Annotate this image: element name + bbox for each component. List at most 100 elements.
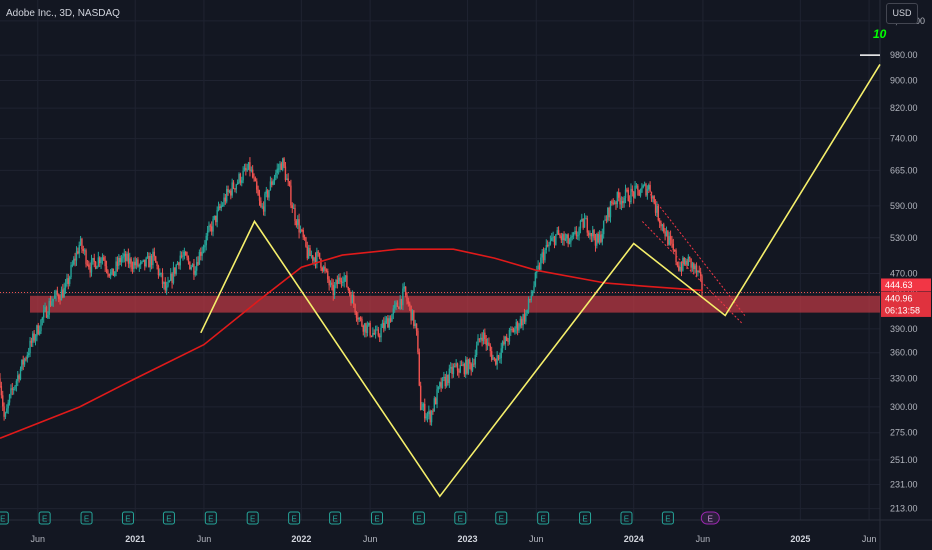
candle-body <box>176 262 179 265</box>
candle-body <box>672 243 675 251</box>
candle-body <box>339 277 341 281</box>
candle-body <box>403 286 405 289</box>
candle-body <box>44 307 46 311</box>
candle-body <box>312 255 314 261</box>
candle-body <box>583 218 586 228</box>
candle-body <box>286 178 288 180</box>
candle-body <box>36 325 38 337</box>
candle-body <box>633 191 635 198</box>
candle-body <box>626 189 628 191</box>
earnings-marker-box <box>38 511 51 525</box>
candle-body <box>601 234 603 242</box>
candle-body <box>149 255 151 268</box>
candle-body <box>344 275 347 278</box>
candle-body <box>182 255 184 257</box>
candle-body <box>608 207 610 218</box>
last-price-label-bg <box>881 278 931 292</box>
candle-body <box>652 196 654 199</box>
candle-body <box>124 253 127 262</box>
candle-body <box>310 255 313 257</box>
candle-body <box>291 205 293 208</box>
candle-body <box>678 265 680 271</box>
candle-body <box>41 317 44 320</box>
candle-body <box>220 205 222 209</box>
candle-body <box>273 177 276 182</box>
candle-body <box>107 270 109 274</box>
candle-body <box>327 270 329 280</box>
candle-body <box>309 248 311 256</box>
candle-body <box>593 230 595 239</box>
candle-body <box>15 380 18 386</box>
candle-body <box>514 328 516 333</box>
candle-body <box>381 322 384 328</box>
candle-body <box>499 357 501 359</box>
candle-body <box>118 257 120 266</box>
candle-body <box>443 376 445 378</box>
candle-body <box>699 271 702 277</box>
candle-body <box>653 196 655 204</box>
candle-body <box>242 170 244 181</box>
moving-average-line <box>0 248 703 439</box>
candle-body <box>546 245 549 247</box>
candle-body <box>549 240 552 245</box>
price-axis[interactable]: 1,100.00980.00900.00820.00740.00665.0059… <box>890 16 925 514</box>
earnings-marker-box <box>620 511 633 525</box>
candle-body <box>43 310 45 318</box>
candle-body <box>191 263 194 267</box>
candle-body <box>641 187 643 193</box>
candle-body <box>676 262 679 266</box>
currency-button[interactable]: USD <box>886 3 918 24</box>
candle-body <box>134 261 136 266</box>
candle-body <box>294 207 296 221</box>
candle-body <box>165 286 168 291</box>
candle-body <box>552 236 554 238</box>
candle-body <box>389 318 392 322</box>
candle-body <box>93 258 95 262</box>
y-tick-label: 275.00 <box>890 428 918 438</box>
x-tick-label: 2024 <box>624 534 644 544</box>
candle-body <box>193 263 195 275</box>
candle-body <box>613 202 616 204</box>
candle-body <box>104 260 106 267</box>
candle-body <box>486 342 489 346</box>
candle-body <box>433 398 436 412</box>
candle-body <box>421 407 423 410</box>
candle-body <box>503 341 505 345</box>
candle-body <box>77 251 79 254</box>
candle-body <box>108 273 110 277</box>
candle-body <box>307 248 310 259</box>
candle-body <box>261 206 263 208</box>
candle-body <box>365 323 367 334</box>
candle-body <box>587 232 590 236</box>
candle-body <box>553 236 556 245</box>
candle-body <box>7 402 9 409</box>
x-tick-label: 2025 <box>790 534 810 544</box>
y-tick-label: 251.00 <box>890 455 918 465</box>
candle-body <box>262 206 265 212</box>
candle-body <box>452 366 455 374</box>
candle-body <box>154 256 157 263</box>
candle-body <box>404 286 407 296</box>
candle-body <box>537 265 539 270</box>
y-tick-label: 980.00 <box>890 50 918 60</box>
candle-body <box>11 388 13 390</box>
candle-body <box>271 181 273 185</box>
candle-body <box>682 257 684 271</box>
candle-body <box>86 264 89 266</box>
candle-body <box>691 263 694 268</box>
candle-body <box>680 266 683 271</box>
candle-body <box>152 251 154 266</box>
candle-body <box>605 219 608 221</box>
candle-body <box>383 322 385 329</box>
earnings-marker-label: E <box>250 515 255 524</box>
x-tick-label: 2022 <box>291 534 311 544</box>
candle-body <box>243 167 246 171</box>
time-axis[interactable]: Jun 2021 Jun 2022 Jun 2023 Jun 2024 Jun 2025 Jun <box>31 534 877 544</box>
candle-body <box>23 358 26 365</box>
candle-body <box>419 385 422 410</box>
candle-body <box>55 290 57 296</box>
candle-body <box>563 234 565 241</box>
candle-body <box>617 192 620 198</box>
candle-body <box>321 267 324 271</box>
